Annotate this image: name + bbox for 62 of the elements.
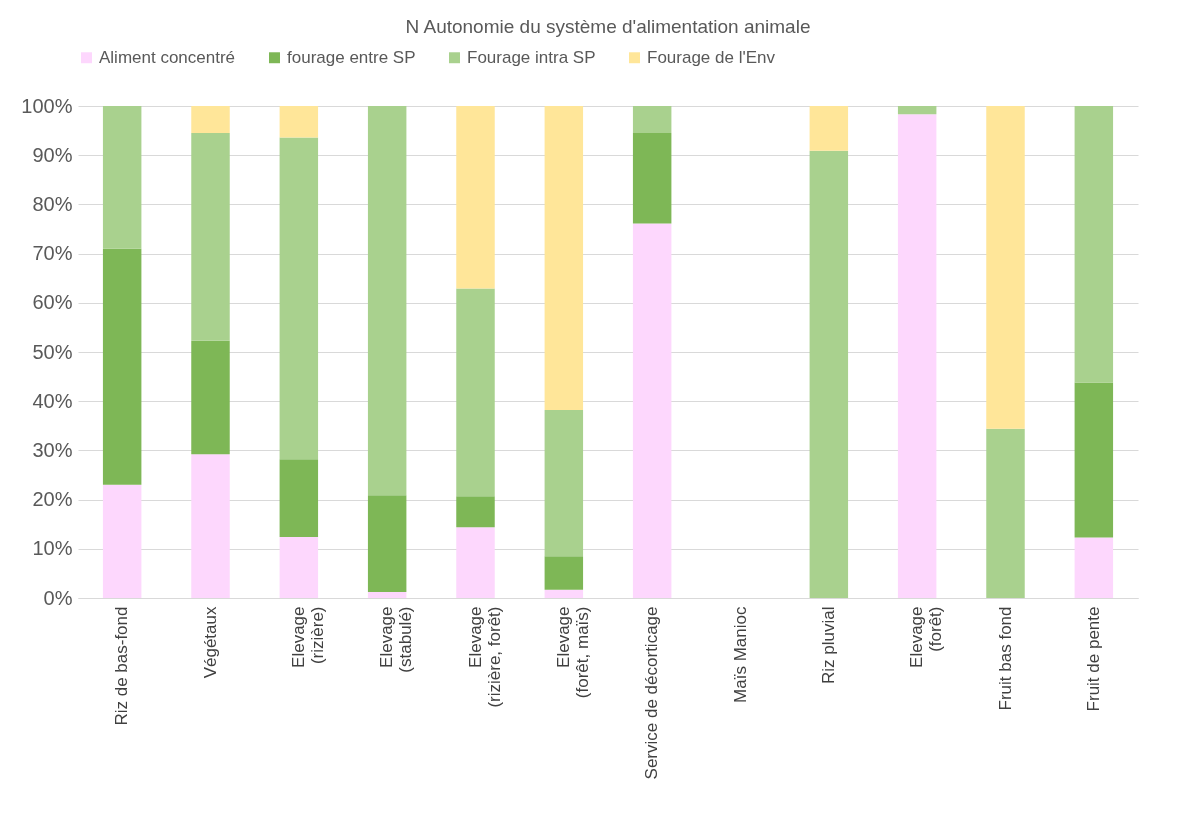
bar bbox=[279, 137, 319, 460]
y-tick-label: 30% bbox=[32, 438, 73, 461]
bar bbox=[456, 106, 495, 289]
bar bbox=[456, 527, 495, 598]
y-tick-label: 70% bbox=[32, 242, 73, 265]
x-tick-label: Fruit bas fond bbox=[995, 606, 1015, 711]
x-tick-label: Elevage (stabulé) bbox=[377, 606, 416, 673]
bar bbox=[456, 288, 495, 497]
legend-label: Fourage intra SP bbox=[467, 47, 596, 67]
bar bbox=[367, 592, 407, 598]
x-tick-label: Elevage (rizière) bbox=[288, 606, 327, 668]
bar bbox=[102, 106, 142, 249]
bar bbox=[102, 248, 142, 485]
x-tick-label: Service de décorticage bbox=[642, 606, 662, 780]
x-tick-label: Maïs Manioc bbox=[730, 606, 750, 703]
bar bbox=[986, 106, 1025, 429]
y-tick-label: 60% bbox=[32, 291, 73, 314]
y-tick-label: 40% bbox=[32, 389, 73, 412]
bar bbox=[191, 340, 230, 455]
bar bbox=[897, 114, 937, 598]
bar bbox=[544, 106, 584, 411]
x-tick-label: Elevage (forêt) bbox=[907, 606, 946, 668]
bar bbox=[191, 454, 230, 598]
bar bbox=[279, 536, 319, 598]
legend-label: Aliment concentré bbox=[99, 47, 236, 67]
bar bbox=[1074, 106, 1114, 383]
x-tick-label: Végétaux bbox=[200, 606, 220, 679]
legend-label: Fourage de l'Env bbox=[647, 47, 776, 67]
bar bbox=[632, 106, 672, 134]
bar bbox=[456, 496, 495, 528]
chart-title: N Autonomie du système d'alimentation animale bbox=[405, 16, 811, 37]
bar bbox=[279, 106, 319, 138]
bar bbox=[367, 495, 407, 593]
bar bbox=[279, 459, 319, 537]
bar bbox=[191, 106, 230, 134]
bar bbox=[897, 106, 937, 115]
y-tick-label: 20% bbox=[32, 488, 73, 511]
bar bbox=[367, 106, 407, 496]
y-tick-label: 100% bbox=[21, 94, 73, 117]
x-tick-label: Elevage (forêt, maïs) bbox=[553, 606, 592, 699]
bar bbox=[632, 133, 672, 224]
y-tick-label: 0% bbox=[43, 586, 73, 609]
x-tick-label: Riz de bas-fond bbox=[112, 606, 132, 726]
y-tick-label: 90% bbox=[32, 143, 73, 166]
bar bbox=[544, 410, 584, 557]
x-tick-label: Fruit de pente bbox=[1083, 606, 1103, 712]
y-tick-label: 50% bbox=[32, 340, 73, 363]
bar bbox=[809, 150, 849, 598]
bar bbox=[632, 223, 672, 598]
bar bbox=[1074, 382, 1114, 538]
bar bbox=[986, 428, 1025, 598]
bar bbox=[102, 484, 142, 598]
bar bbox=[544, 556, 584, 590]
x-tick-label: Elevage (rizière, forêt) bbox=[465, 606, 504, 708]
bar bbox=[191, 133, 230, 341]
bar bbox=[1074, 537, 1114, 598]
bar bbox=[809, 106, 849, 151]
bar bbox=[544, 589, 584, 598]
y-tick-label: 80% bbox=[32, 192, 73, 215]
y-tick-label: 10% bbox=[32, 537, 73, 560]
x-tick-label: Riz pluvial bbox=[818, 606, 838, 684]
legend-label: fourage entre SP bbox=[287, 47, 416, 67]
